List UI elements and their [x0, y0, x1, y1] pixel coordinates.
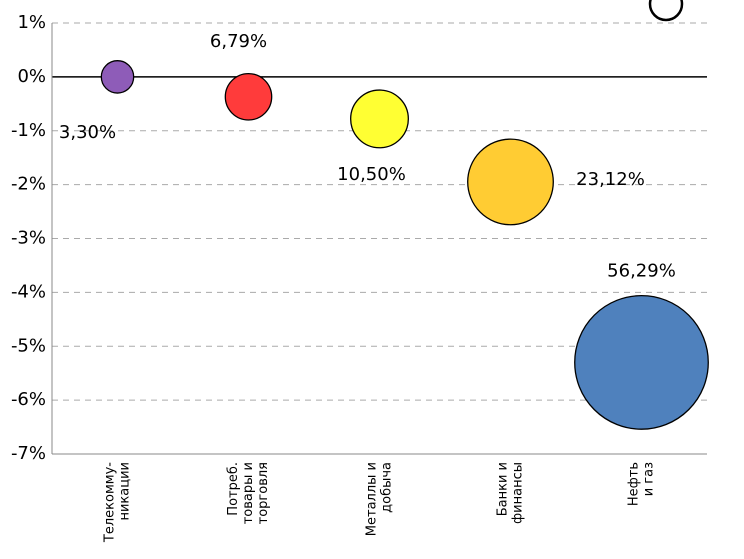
x-tick-label: никации	[118, 462, 133, 521]
bubble	[467, 138, 554, 226]
x-tick-label: Металлы и	[365, 462, 380, 536]
y-tick-label: -5%	[11, 335, 46, 356]
bubble	[574, 294, 709, 430]
x-tick-label: добыча	[380, 462, 395, 513]
y-tick-label: -2%	[11, 174, 46, 195]
y-tick-label: -3%	[11, 228, 46, 249]
y-tick-label: -4%	[11, 281, 46, 302]
y-tick-label: -1%	[11, 120, 46, 141]
data-label: 6,79%	[210, 31, 267, 52]
x-tick-label: Потреб.	[226, 462, 241, 516]
icon	[648, 0, 684, 22]
y-tick-label: 0%	[17, 66, 46, 87]
bubble	[100, 60, 135, 94]
data-label: 3,30%	[59, 122, 116, 143]
x-tick-label: Банки и	[496, 462, 511, 516]
x-tick-label: и газ	[642, 462, 657, 496]
data-label: 23,12%	[576, 169, 645, 190]
bubble	[350, 89, 409, 149]
x-tick-label: товары и	[241, 462, 256, 524]
y-tick-label: 1%	[17, 12, 46, 33]
x-tick-label: Телекомму-	[103, 462, 118, 543]
y-tick-label: -6%	[11, 389, 46, 410]
x-tick-label: финансы	[511, 462, 526, 524]
x-tick-label: Нефть	[627, 462, 642, 506]
y-tick-label: -7%	[11, 443, 46, 464]
data-label: 56,29%	[607, 260, 676, 281]
data-label: 10,50%	[337, 164, 406, 185]
bubble	[224, 72, 273, 121]
x-tick-label: торговля	[256, 462, 271, 524]
